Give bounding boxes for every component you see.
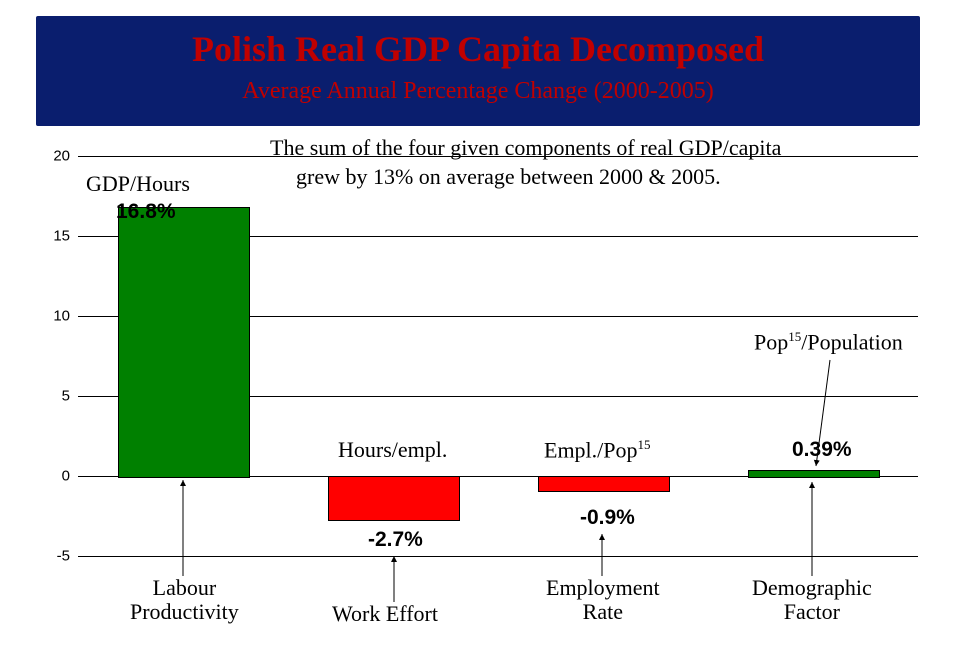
- arrows: [0, 0, 960, 653]
- slide: Polish Real GDP Capita Decomposed Averag…: [0, 0, 960, 653]
- arrow-pop15: [816, 360, 830, 466]
